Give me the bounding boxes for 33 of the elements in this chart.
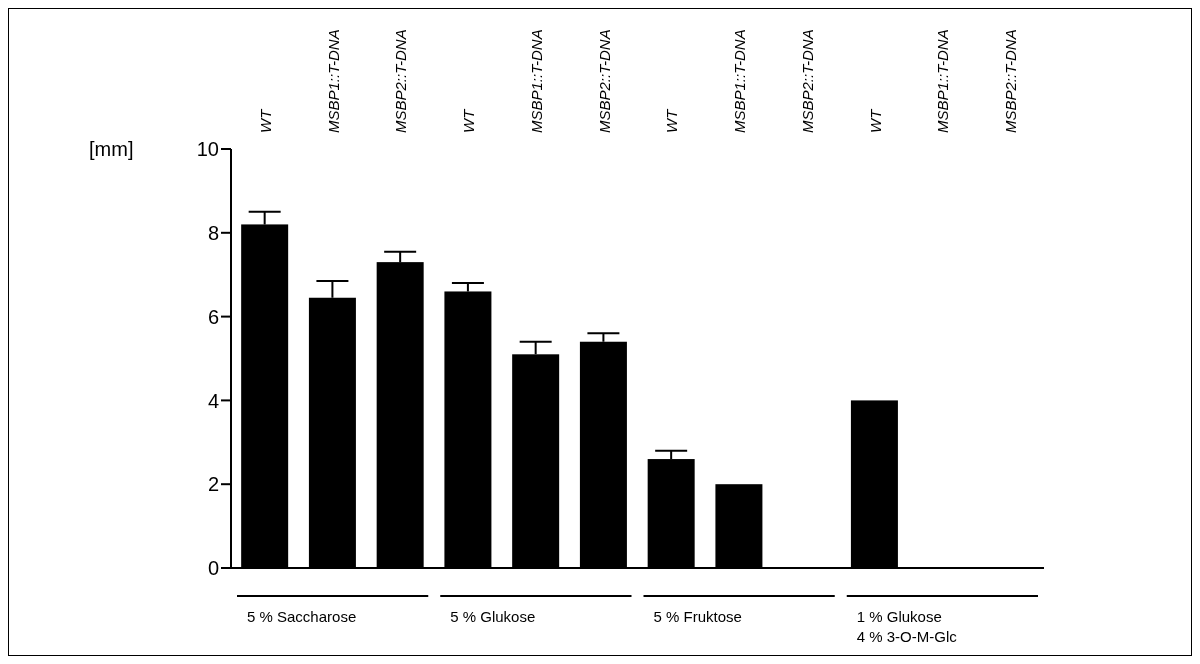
x-tick-label: MSBP1::T-DNA	[731, 29, 749, 133]
y-tick-label: 6	[207, 305, 219, 328]
x-tick-label: MSBP1::T-DNA	[934, 29, 952, 133]
text: 1 % Glukose 4 % 3-O-M-Glc	[856, 608, 958, 645]
x-tick-label: MSBP2::T-DNA	[392, 29, 410, 133]
x-tick-label: WT	[663, 107, 681, 133]
x-tick-label: MSBP2::T-DNA	[595, 29, 613, 133]
bar	[444, 291, 492, 568]
bar	[308, 297, 356, 568]
text: 5 % Saccharose	[247, 608, 357, 625]
y-tick-label: 4	[207, 389, 219, 412]
y-tick-label: 10	[196, 138, 219, 161]
x-tick-label: MSBP2::T-DNA	[798, 29, 816, 133]
x-tick-label: WT	[256, 107, 274, 133]
x-tick-label: WT	[460, 107, 478, 133]
x-tick-label: MSBP1::T-DNA	[527, 29, 545, 133]
x-tick-label: MSBP1::T-DNA	[324, 29, 342, 133]
text: 5 % Glukose	[450, 608, 536, 625]
bar	[579, 341, 627, 568]
bar	[647, 459, 695, 568]
bar	[376, 262, 424, 568]
y-axis-title: [mm]	[89, 138, 134, 160]
y-tick-label: 0	[207, 557, 219, 580]
frame: [mm] WT MSBP1::T-DNA MSBP2::T-DNA WT MSBP1::T-DNA MSBP2::T-DNA WT MSBP1::T-DNA MSBP2::T-DNA WT MSBP1::T-DNA MSBP2::T-DNA 5 % Saccharose 5 % Glukose 5 % Fruktose 1 % Glukose 4 % 3-O-M-Glc 0 2 4 6 8 10	[8, 8, 1192, 656]
bar	[715, 484, 763, 568]
text: 5 % Fruktose	[653, 608, 742, 625]
bar	[850, 400, 898, 568]
bar	[512, 354, 560, 568]
y-tick-label: 2	[207, 473, 219, 496]
x-tick-label: MSBP2::T-DNA	[1002, 29, 1020, 133]
bar	[241, 224, 289, 568]
y-tick-label: 8	[207, 221, 219, 244]
x-tick-label: WT	[866, 107, 884, 133]
